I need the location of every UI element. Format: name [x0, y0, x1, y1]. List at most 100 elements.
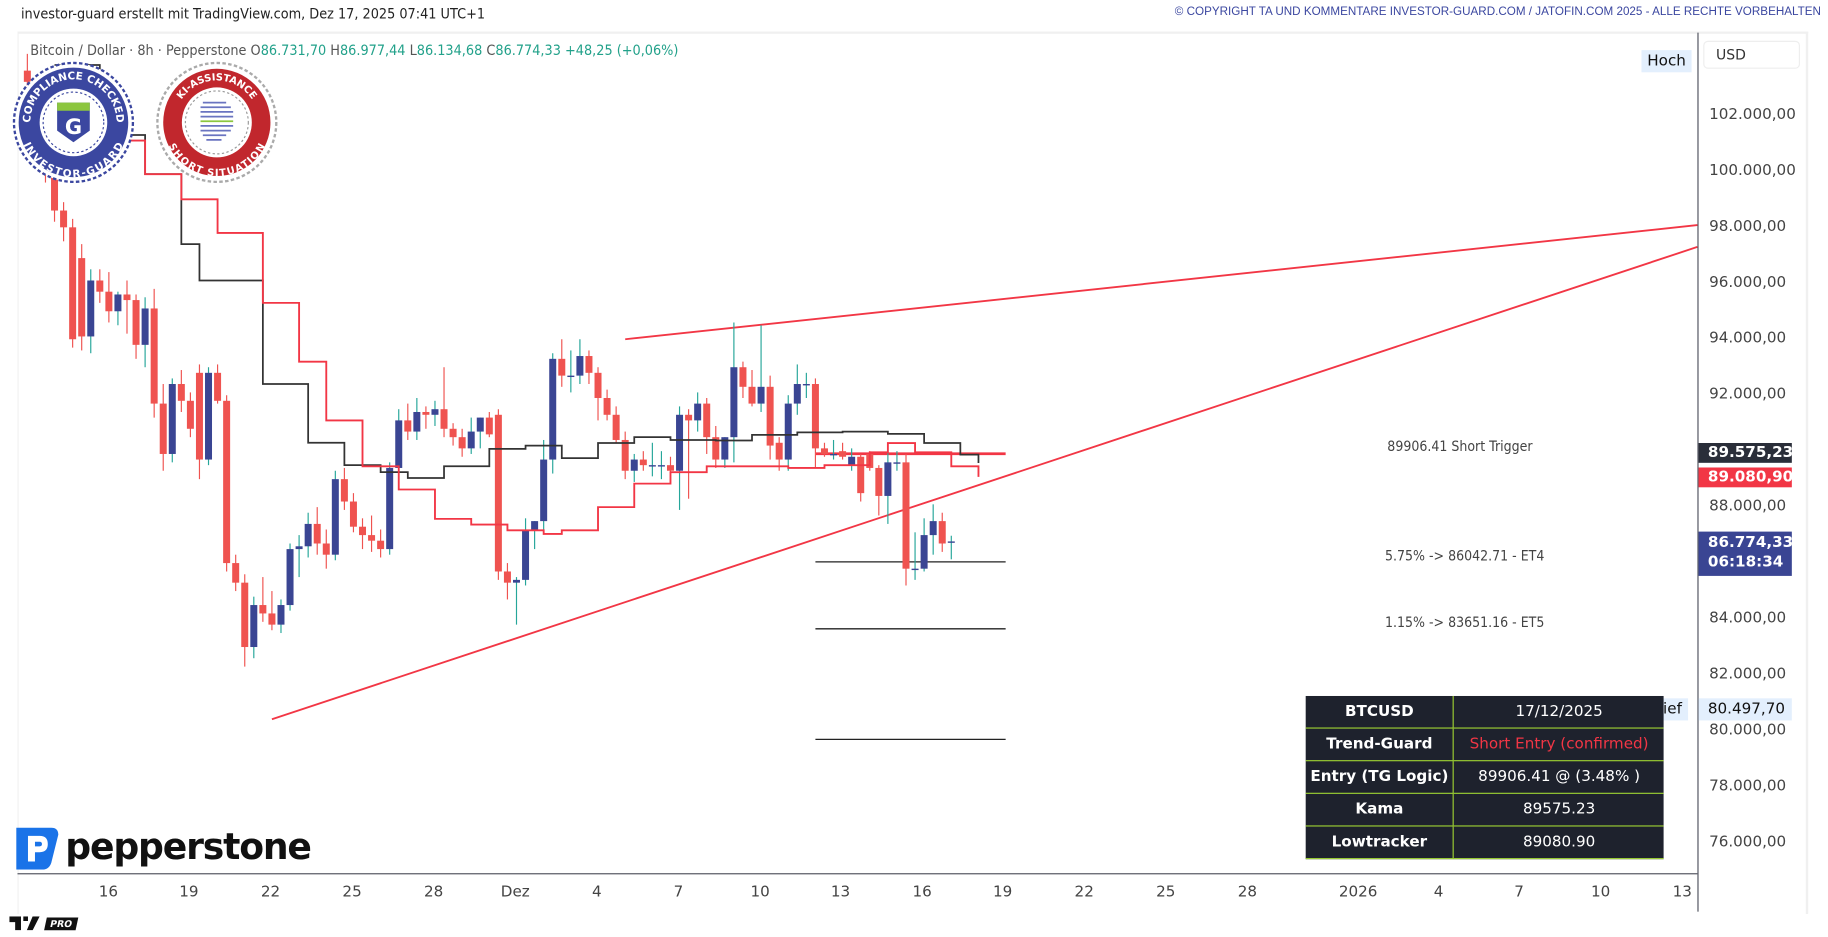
last-price-tag: 86.774,33 06:18:34	[1698, 531, 1793, 576]
candle-body	[395, 420, 403, 468]
candle-body	[929, 521, 937, 536]
candle-body	[313, 523, 321, 544]
price-tick: 98.000,00	[1709, 218, 1787, 236]
candle-body	[286, 549, 294, 606]
low-label: L	[409, 41, 417, 59]
candle-body	[549, 358, 557, 460]
candle-body	[259, 605, 267, 614]
table-label: Entry (TG Logic)	[1305, 760, 1455, 794]
high-value: 86.977,44	[339, 41, 406, 59]
candle-body	[404, 420, 412, 432]
date-tick: 13	[1672, 883, 1692, 902]
candle-body	[603, 398, 611, 415]
candle-body	[630, 459, 638, 471]
date-tick: 10	[750, 883, 770, 902]
date-tick: 4	[1433, 883, 1444, 902]
table-value: 17/12/2025	[1453, 695, 1665, 729]
tradingview-icon	[9, 916, 40, 931]
attribution-text: investor-guard erstellt mit TradingView.…	[20, 5, 486, 23]
price-tick: 76.000,00	[1709, 833, 1787, 852]
candle-body	[567, 375, 575, 378]
candle-body	[413, 411, 421, 432]
table-row: Entry (TG Logic) 89906.41 @ (3.48% )	[1305, 760, 1665, 794]
candle-body	[214, 372, 222, 401]
candle-body	[938, 521, 946, 544]
table-value: 89575.23	[1453, 792, 1665, 827]
date-tick: 16	[912, 883, 932, 902]
brain-lines-icon	[200, 101, 234, 141]
low-value-tag: 80.497,70	[1698, 698, 1792, 721]
high-label: H	[330, 41, 340, 59]
tradingview-logo: PRO	[9, 916, 79, 931]
badge-letter: G	[65, 115, 82, 139]
candle-body	[51, 174, 59, 211]
date-tick: 16	[98, 883, 119, 902]
table-label: Kama	[1305, 792, 1455, 827]
trendline	[271, 246, 1698, 721]
candle-body	[177, 384, 185, 401]
candle-body	[141, 308, 149, 345]
candle-body	[377, 540, 385, 550]
candle-body	[241, 582, 249, 648]
candle-body	[277, 605, 285, 625]
candle-body	[648, 465, 656, 467]
trend-guard-signal: Short Entry (confirmed)	[1453, 727, 1665, 762]
date-tick: Dez	[500, 883, 530, 902]
candle-body	[331, 479, 339, 555]
high-marker: Hoch	[1641, 50, 1692, 73]
price-tick: 100.000,00	[1709, 162, 1796, 180]
trendline	[625, 224, 1698, 341]
candle-body	[775, 442, 783, 460]
candle-body	[703, 403, 711, 438]
candle-body	[594, 372, 602, 399]
price-tick: 96.000,00	[1709, 273, 1787, 292]
date-tick: 7	[673, 883, 684, 902]
price-tick: 78.000,00	[1709, 777, 1787, 796]
candle-body	[250, 605, 258, 648]
candle-body	[757, 386, 765, 404]
kama-price-tag: 89.575,23	[1698, 443, 1793, 463]
price-tick: 94.000,00	[1709, 329, 1787, 348]
price-tick: 84.000,00	[1709, 609, 1787, 628]
candle-body	[150, 308, 158, 404]
candle-body	[105, 291, 113, 312]
pro-badge: PRO	[44, 916, 79, 930]
price-tick: 82.000,00	[1709, 665, 1787, 684]
candle-body	[857, 456, 865, 494]
copyright-text: © COPYRIGHT TA UND KOMMENTARE INVESTOR-G…	[1174, 5, 1821, 19]
kama-line	[54, 64, 980, 479]
candle-body	[223, 400, 231, 564]
candle-body	[685, 414, 693, 421]
candle-body	[893, 462, 901, 464]
candle-body	[802, 384, 810, 386]
candle-body	[784, 403, 792, 460]
candle-body	[820, 448, 828, 454]
candle-body	[295, 546, 303, 550]
date-tick: 25	[1156, 883, 1176, 902]
candle-body	[485, 417, 493, 435]
candle-body	[947, 541, 955, 543]
open-label: O	[250, 41, 261, 59]
candle-body	[676, 414, 684, 471]
candle-body	[322, 543, 330, 555]
close-label: C	[486, 41, 496, 59]
candle-body	[793, 384, 801, 404]
candle-body	[657, 465, 665, 467]
currency-selector[interactable]: USD	[1703, 40, 1800, 69]
lowtracker-line	[54, 69, 980, 535]
date-tick: 22	[260, 883, 281, 902]
chart-frame	[17, 31, 1809, 914]
candle-body	[78, 258, 86, 337]
date-tick: 22	[1074, 883, 1094, 902]
candle-body	[848, 456, 856, 466]
symbol-legend: Bitcoin / Dollar · 8h · Pepperstone O 86.…	[30, 42, 678, 58]
candle-body	[839, 451, 847, 457]
date-tick: 19	[992, 883, 1013, 902]
price-tick: 88.000,00	[1709, 497, 1787, 516]
symbol-name[interactable]: Bitcoin / Dollar · 8h · Pepperstone	[30, 41, 247, 59]
candle-body	[721, 437, 729, 460]
candle-body	[123, 294, 131, 301]
table-label: Trend-Guard	[1305, 727, 1455, 762]
